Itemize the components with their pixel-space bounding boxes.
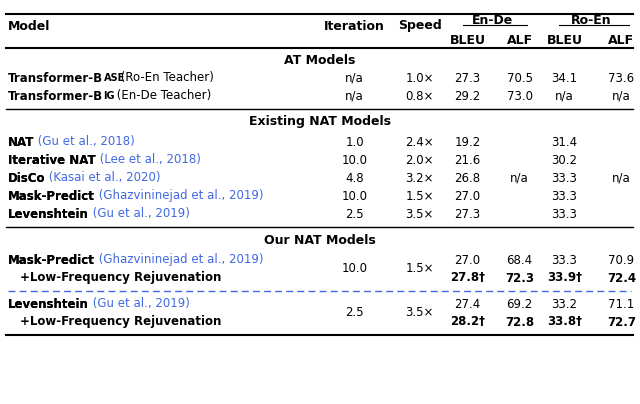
Text: IG: IG [104, 91, 115, 101]
Text: 72.3: 72.3 [505, 271, 534, 284]
Text: n/a: n/a [346, 72, 364, 84]
Text: Ro-En: Ro-En [571, 13, 612, 27]
Text: 28.2†: 28.2† [450, 316, 485, 328]
Text: 27.3: 27.3 [454, 208, 481, 221]
Text: 1.0×: 1.0× [405, 72, 434, 84]
Text: 27.3: 27.3 [454, 72, 481, 84]
Text: Levenshtein: Levenshtein [8, 297, 89, 311]
Text: 19.2: 19.2 [454, 135, 481, 149]
Text: 71.1: 71.1 [608, 297, 634, 311]
Text: 29.2: 29.2 [454, 90, 481, 103]
Text: (Gu et al., 2018): (Gu et al., 2018) [35, 135, 135, 149]
Text: (Gu et al., 2019): (Gu et al., 2019) [89, 208, 189, 221]
Text: 70.9: 70.9 [609, 253, 634, 267]
Text: 4.8: 4.8 [346, 172, 364, 185]
Text: Existing NAT Models: Existing NAT Models [249, 116, 390, 128]
Text: 72.8: 72.8 [505, 316, 534, 328]
Text: 1.5×: 1.5× [405, 263, 434, 276]
Text: 2.4×: 2.4× [405, 135, 434, 149]
Text: Iteration: Iteration [324, 19, 385, 32]
Text: 1.0: 1.0 [346, 135, 364, 149]
Text: n/a: n/a [346, 90, 364, 103]
Text: 10.0: 10.0 [342, 154, 367, 166]
Text: Levenshtein: Levenshtein [8, 208, 89, 221]
Text: Transformer-B: Transformer-B [8, 72, 103, 84]
Text: +Low-Frequency Rejuvenation: +Low-Frequency Rejuvenation [20, 271, 221, 284]
Text: 10.0: 10.0 [342, 189, 367, 202]
Text: 21.6: 21.6 [454, 154, 481, 166]
Text: 10.0: 10.0 [342, 263, 367, 276]
Text: 27.4: 27.4 [454, 297, 481, 311]
Text: n/a: n/a [555, 90, 574, 103]
Text: 3.5×: 3.5× [405, 208, 434, 221]
Text: 27.8†: 27.8† [450, 271, 485, 284]
Text: En-De: En-De [472, 13, 513, 27]
Text: NAT: NAT [8, 135, 35, 149]
Text: AT Models: AT Models [284, 53, 355, 67]
Text: (Gu et al., 2019): (Gu et al., 2019) [89, 297, 189, 311]
Text: 33.3: 33.3 [552, 189, 577, 202]
Text: 73.0: 73.0 [506, 90, 532, 103]
Text: 0.8×: 0.8× [405, 90, 434, 103]
Text: 33.3: 33.3 [552, 208, 577, 221]
Text: 2.5: 2.5 [346, 307, 364, 320]
Text: DisCo: DisCo [8, 172, 45, 185]
Text: 2.0×: 2.0× [405, 154, 434, 166]
Text: 1.5×: 1.5× [405, 189, 434, 202]
Text: 33.2: 33.2 [552, 297, 577, 311]
Text: Iterative NAT: Iterative NAT [8, 154, 95, 166]
Text: Model: Model [8, 19, 51, 32]
Text: Mask-Predict: Mask-Predict [8, 253, 95, 267]
Text: ALF: ALF [506, 34, 532, 46]
Text: Iterative NAT: Iterative NAT [8, 154, 95, 166]
Text: 27.0: 27.0 [454, 189, 481, 202]
Text: Levenshtein: Levenshtein [8, 297, 89, 311]
Text: DisCo: DisCo [8, 172, 45, 185]
Text: 33.8†: 33.8† [547, 316, 582, 328]
Text: 70.5: 70.5 [506, 72, 532, 84]
Text: BLEU: BLEU [547, 34, 582, 46]
Text: (Ghazvininejad et al., 2019): (Ghazvininejad et al., 2019) [95, 189, 263, 202]
Text: Levenshtein: Levenshtein [8, 208, 89, 221]
Text: 72.4: 72.4 [607, 271, 636, 284]
Text: 3.2×: 3.2× [405, 172, 434, 185]
Text: 73.6: 73.6 [609, 72, 634, 84]
Text: 33.9†: 33.9† [547, 271, 582, 284]
Text: (Kasai et al., 2020): (Kasai et al., 2020) [45, 172, 161, 185]
Text: (Lee et al., 2018): (Lee et al., 2018) [95, 154, 200, 166]
Text: 2.5: 2.5 [346, 208, 364, 221]
Text: n/a: n/a [510, 172, 529, 185]
Text: Mask-Predict: Mask-Predict [8, 189, 95, 202]
Text: (Ro-En Teacher): (Ro-En Teacher) [117, 72, 214, 84]
Text: 69.2: 69.2 [506, 297, 532, 311]
Text: (En-De Teacher): (En-De Teacher) [113, 90, 211, 103]
Text: ALF: ALF [609, 34, 634, 46]
Text: Our NAT Models: Our NAT Models [264, 234, 376, 246]
Text: 72.7: 72.7 [607, 316, 636, 328]
Text: 68.4: 68.4 [506, 253, 532, 267]
Text: 26.8: 26.8 [454, 172, 481, 185]
Text: 34.1: 34.1 [552, 72, 577, 84]
Text: ASE: ASE [104, 73, 125, 83]
Text: 33.3: 33.3 [552, 253, 577, 267]
Text: 27.0: 27.0 [454, 253, 481, 267]
Text: 30.2: 30.2 [552, 154, 577, 166]
Text: 31.4: 31.4 [552, 135, 577, 149]
Text: Mask-Predict: Mask-Predict [8, 253, 95, 267]
Text: n/a: n/a [612, 90, 631, 103]
Text: 33.3: 33.3 [552, 172, 577, 185]
Text: Transformer-B: Transformer-B [8, 90, 103, 103]
Text: Speed: Speed [397, 19, 442, 32]
Text: Mask-Predict: Mask-Predict [8, 189, 95, 202]
Text: NAT: NAT [8, 135, 35, 149]
Text: BLEU: BLEU [449, 34, 486, 46]
Text: n/a: n/a [612, 172, 631, 185]
Text: 3.5×: 3.5× [405, 307, 434, 320]
Text: +Low-Frequency Rejuvenation: +Low-Frequency Rejuvenation [20, 316, 221, 328]
Text: (Ghazvininejad et al., 2019): (Ghazvininejad et al., 2019) [95, 253, 263, 267]
